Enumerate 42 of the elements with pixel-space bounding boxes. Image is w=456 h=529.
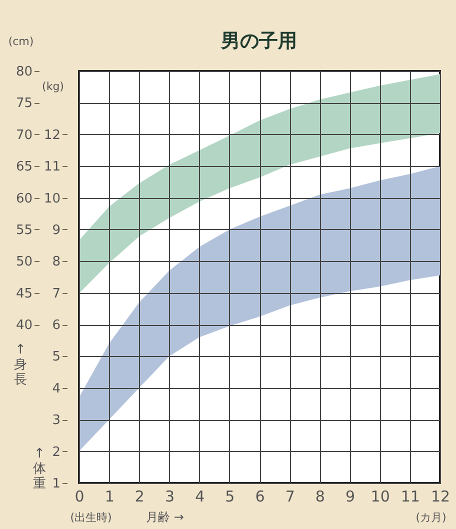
x-tick-label: 5 <box>225 488 235 506</box>
y-tick-label: 50 <box>16 254 32 270</box>
text: (カ月) <box>416 511 446 524</box>
x-tick-label: 8 <box>315 488 325 506</box>
y2-axis-title: ↑体重 <box>33 446 46 492</box>
x-axis-title: 月齢 → <box>146 510 184 524</box>
y-axis-title: ↑身長 <box>14 342 27 388</box>
x-tick-label: 9 <box>345 488 356 506</box>
y2-tick-label: 12 <box>44 128 60 143</box>
y-tick-label: 80 <box>16 64 32 80</box>
y2-tick-label: 9 <box>52 222 60 238</box>
x-tick-label: 3 <box>164 488 175 506</box>
y-tick-label: 60 <box>16 191 32 206</box>
y2-tick-label: 10 <box>44 191 60 206</box>
x-tick-label: 7 <box>285 488 295 506</box>
y2-tick-label: 11 <box>44 160 60 175</box>
text: (cm) <box>8 35 34 48</box>
x-tick-label: 12 <box>430 488 450 506</box>
y-tick-label: 65 <box>16 160 32 175</box>
x-tick-label: 6 <box>255 488 265 506</box>
text: (kg) <box>42 80 64 93</box>
y2-tick-label: 6 <box>52 318 60 334</box>
y2-tick-label: 3 <box>52 413 60 428</box>
x-tick-label: 2 <box>134 488 144 506</box>
y2-tick-label: 2 <box>52 444 60 460</box>
y2-tick-label: 7 <box>52 286 60 302</box>
x-tick-label: 10 <box>370 488 390 506</box>
y2-tick-label: 1 <box>52 476 60 492</box>
y2-tick-label: 5 <box>52 350 60 365</box>
y-tick-label: 40 <box>16 318 32 334</box>
y2-tick-label: 8 <box>52 254 60 270</box>
y-tick-label: 75 <box>16 96 32 112</box>
x-tick-label: 1 <box>104 488 114 506</box>
y-tick-label: 70 <box>16 128 32 143</box>
chart-title: 男の子用 <box>220 30 297 52</box>
x-tick-label: 4 <box>195 488 205 506</box>
y-tick-label: 55 <box>16 222 32 238</box>
y2-tick-label: 4 <box>52 381 60 396</box>
text: (出生時) <box>70 511 112 524</box>
x-tick-label: 0 <box>74 488 84 506</box>
x-tick-label: 11 <box>400 488 420 506</box>
y-tick-label: 45 <box>16 286 32 302</box>
